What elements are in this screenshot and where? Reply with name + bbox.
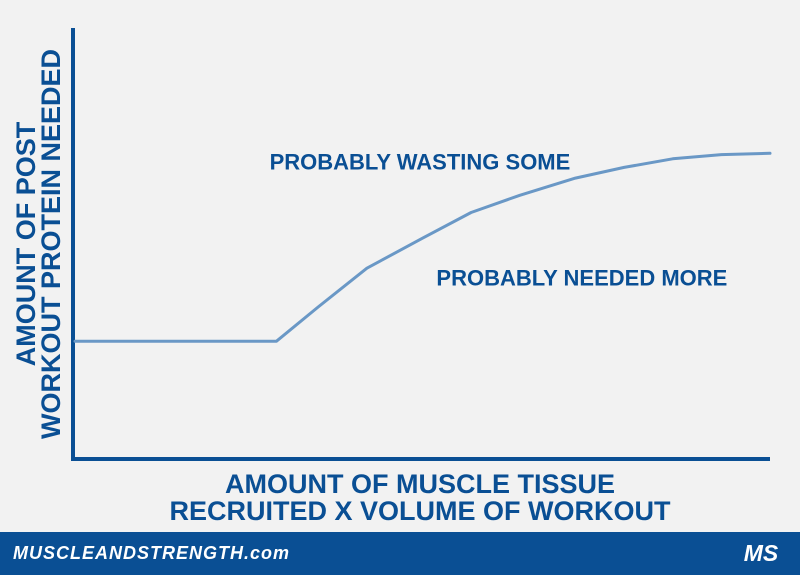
y-axis-label-line-1: AMOUNT OF POST bbox=[11, 121, 41, 366]
footer-bar: MUSCLEANDSTRENGTH.com MS bbox=[0, 532, 800, 575]
protein-chart: PROBABLY WASTING SOME PROBABLY NEEDED MO… bbox=[0, 0, 800, 532]
x-axis-label-line-1: AMOUNT OF MUSCLE TISSUE bbox=[225, 469, 615, 499]
site-link[interactable]: MUSCLEANDSTRENGTH.com bbox=[13, 543, 291, 563]
muscleandstrength-logo-icon: MS bbox=[744, 540, 779, 566]
site-link-wrapper: MUSCLEANDSTRENGTH.com bbox=[13, 541, 290, 565]
chart-background bbox=[0, 0, 800, 532]
annotation-needed: PROBABLY NEEDED MORE bbox=[436, 265, 727, 290]
annotation-wasting: PROBABLY WASTING SOME bbox=[270, 150, 571, 175]
x-axis-label-line-2: RECRUITED X VOLUME OF WORKOUT bbox=[170, 496, 671, 526]
logo-text: MS bbox=[744, 540, 779, 566]
data-series-line bbox=[73, 151, 772, 343]
y-axis-label-line-2: WORKOUT PROTEIN NEEDED bbox=[36, 49, 66, 439]
